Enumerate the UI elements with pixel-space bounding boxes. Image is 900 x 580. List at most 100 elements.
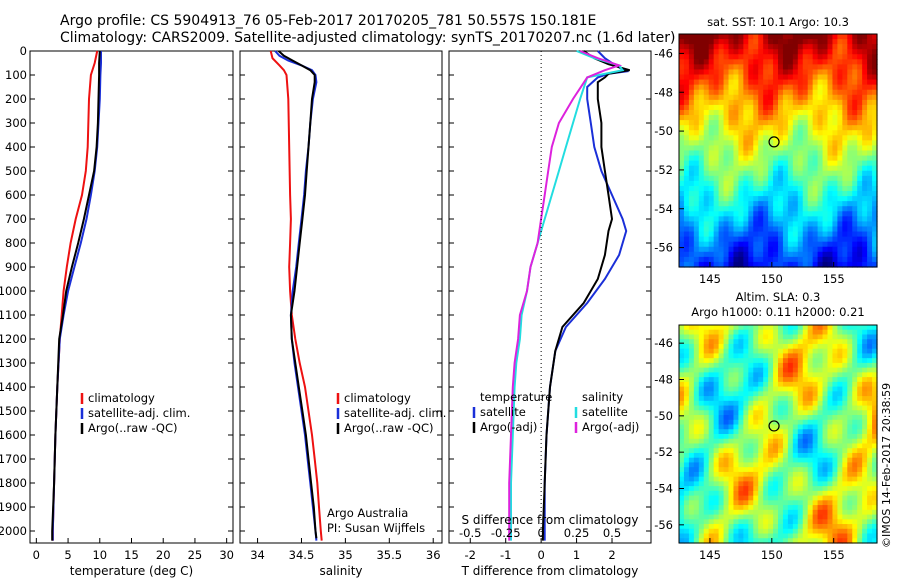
heatmap-cell [688, 329, 695, 336]
heatmap-cell [728, 175, 735, 182]
heatmap-cell [743, 49, 749, 55]
heatmap-cell [822, 191, 829, 197]
heatmap-cell [758, 419, 764, 426]
heatmap-cell [683, 528, 690, 535]
heatmap-cell [787, 495, 794, 501]
heatmap-cell [698, 462, 705, 468]
heatmap-cell [872, 443, 878, 449]
heatmap-cell [723, 486, 730, 492]
heatmap-cell [872, 256, 878, 263]
heatmap-cell [857, 89, 863, 96]
heatmap-cell [718, 358, 725, 364]
heatmap-cell [683, 211, 690, 217]
heatmap-cell [837, 481, 843, 487]
heatmap-cell [708, 538, 715, 544]
heatmap-cell [862, 386, 868, 392]
heatmap-cell [797, 343, 804, 350]
heatmap-cell [802, 334, 809, 340]
heatmap-cell [867, 400, 873, 407]
heatmap-cell [703, 54, 710, 60]
heatmap-cell [782, 372, 789, 378]
heatmap-cell [713, 115, 720, 121]
heatmap-cell [778, 367, 784, 373]
heatmap-cell [703, 160, 710, 167]
heatmap-cell [802, 261, 809, 268]
heatmap-cell [703, 34, 710, 40]
heatmap-cell [817, 241, 824, 248]
heatmap-cell [718, 419, 725, 426]
heatmap-cell [683, 448, 690, 454]
heatmap-cell [778, 419, 784, 426]
heatmap-cell [852, 165, 858, 172]
heatmap-cell [857, 74, 863, 81]
heatmap-cell [693, 519, 700, 525]
salinity-xtick-label: 34.5 [289, 548, 315, 562]
heatmap-cell [862, 438, 868, 445]
heatmap-cell [778, 353, 784, 359]
heatmap-cell [872, 216, 878, 223]
heatmap-cell [679, 467, 685, 473]
heatmap-cell [857, 386, 863, 392]
heatmap-cell [753, 191, 759, 197]
heatmap-cell [679, 125, 685, 131]
heatmap-cell [792, 170, 799, 177]
heatmap-cell [708, 216, 715, 223]
heatmap-cell [797, 391, 804, 397]
heatmap-cell [827, 353, 834, 359]
heatmap-cell [837, 358, 843, 364]
heatmap-cell [703, 135, 710, 141]
heatmap-cell [758, 109, 764, 116]
heatmap-cell [827, 505, 834, 511]
heatmap-cell [763, 457, 769, 464]
heatmap-cell [773, 438, 779, 445]
heatmap-cell [773, 500, 779, 506]
heatmap-cell [787, 448, 794, 454]
heatmap-cell [802, 452, 809, 459]
heatmap-cell [679, 64, 685, 71]
heatmap-cell [857, 261, 863, 268]
heatmap-cell [872, 353, 878, 359]
heatmap-cell [782, 348, 789, 355]
heatmap-cell [847, 415, 853, 421]
heatmap-cell [688, 481, 695, 487]
heatmap-cell [872, 211, 878, 217]
heatmap-cell [763, 241, 769, 248]
heatmap-cell [683, 99, 690, 106]
heatmap-cell [728, 334, 735, 340]
heatmap-cell [688, 104, 695, 111]
heatmap-cell [693, 54, 700, 60]
heatmap-cell [778, 386, 784, 392]
heatmap-cell [708, 509, 715, 516]
heatmap-cell [857, 325, 863, 331]
heatmap-cell [708, 231, 715, 238]
heatmap-cell [728, 109, 735, 116]
heatmap-cell [867, 211, 873, 217]
heatmap-cell [748, 59, 754, 65]
heatmap-cell [797, 386, 804, 392]
heatmap-cell [782, 329, 789, 336]
heatmap-cell [827, 500, 834, 506]
heatmap-cell [698, 221, 705, 228]
heatmap-cell [698, 34, 705, 40]
heatmap-cell [693, 69, 700, 76]
heatmap-cell [683, 170, 690, 177]
heatmap-cell [832, 79, 838, 86]
heatmap-cell [872, 246, 878, 253]
heatmap-cell [703, 415, 710, 421]
heatmap-cell [679, 236, 685, 243]
heatmap-cell [708, 415, 715, 421]
heatmap-cell [679, 495, 685, 501]
heatmap-cell [822, 443, 829, 449]
heatmap-cell [698, 538, 705, 544]
heatmap-cell [683, 434, 690, 440]
heatmap-cell [832, 377, 838, 383]
heatmap-cell [679, 104, 685, 111]
heatmap-cell [718, 372, 725, 378]
heatmap-cell [847, 462, 853, 468]
heatmap-cell [763, 538, 769, 544]
depth-tick-label: 1600 [0, 428, 27, 442]
heatmap-cell [728, 353, 735, 359]
heatmap-cell [827, 84, 834, 91]
heatmap-cell [703, 145, 710, 152]
heatmap-cell [768, 216, 774, 223]
